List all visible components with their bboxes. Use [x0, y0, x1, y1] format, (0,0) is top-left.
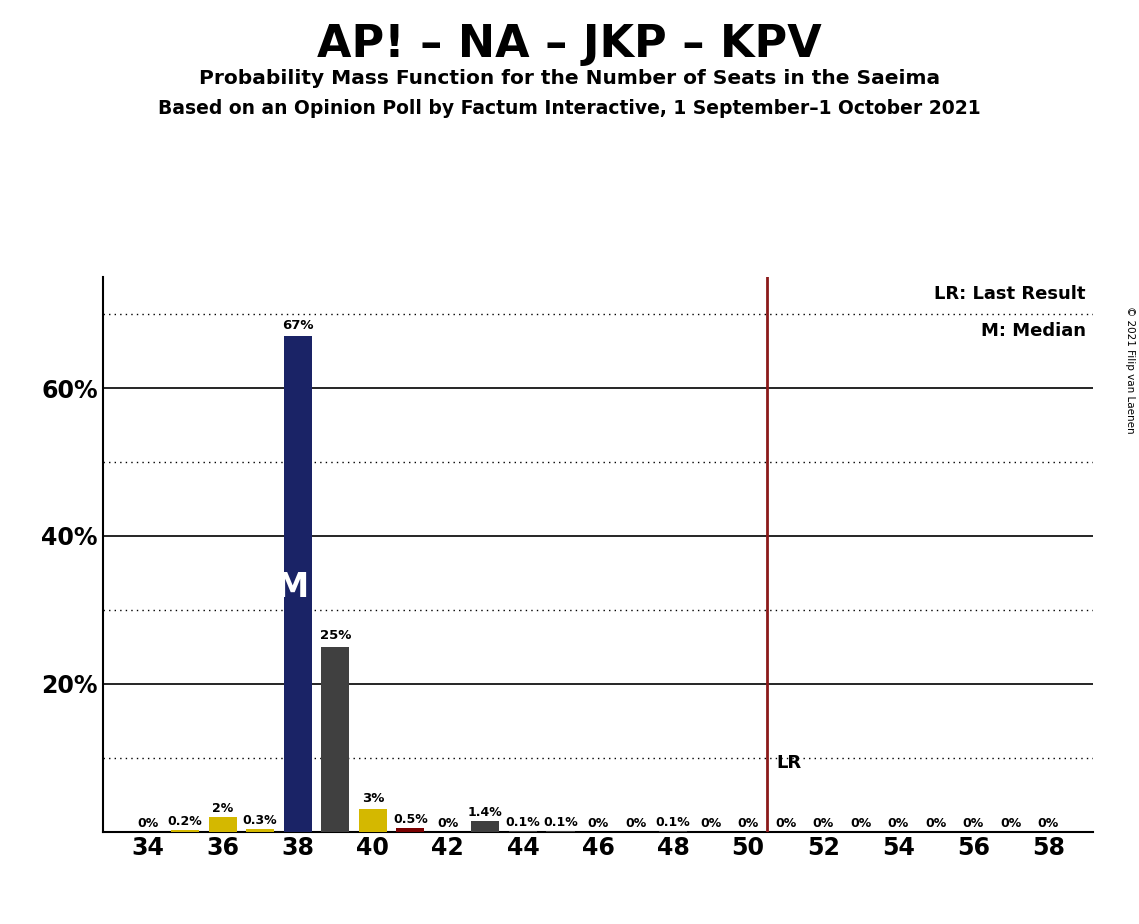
Text: © 2021 Filip van Laenen: © 2021 Filip van Laenen: [1125, 306, 1134, 433]
Text: LR: LR: [777, 754, 802, 772]
Text: 0%: 0%: [812, 817, 834, 830]
Text: Probability Mass Function for the Number of Seats in the Saeima: Probability Mass Function for the Number…: [199, 69, 940, 89]
Text: Based on an Opinion Poll by Factum Interactive, 1 September–1 October 2021: Based on an Opinion Poll by Factum Inter…: [158, 99, 981, 118]
Text: 0%: 0%: [962, 817, 984, 830]
Text: 3%: 3%: [361, 792, 384, 805]
Text: 0%: 0%: [700, 817, 721, 830]
Text: 0%: 0%: [737, 817, 759, 830]
Text: 0.3%: 0.3%: [243, 814, 278, 827]
Bar: [321, 647, 350, 832]
Text: 0.1%: 0.1%: [506, 816, 540, 829]
Text: 2%: 2%: [212, 802, 233, 815]
Text: 25%: 25%: [320, 629, 351, 642]
Text: 0%: 0%: [588, 817, 608, 830]
Text: 0.2%: 0.2%: [167, 815, 203, 828]
Bar: [359, 809, 387, 832]
Text: 0%: 0%: [437, 817, 459, 830]
Text: M: Median: M: Median: [981, 322, 1085, 339]
Text: 0%: 0%: [850, 817, 871, 830]
Bar: [208, 817, 237, 832]
Text: 0.5%: 0.5%: [393, 813, 427, 826]
Text: AP! – NA – JKP – KPV: AP! – NA – JKP – KPV: [317, 23, 822, 67]
Text: 0%: 0%: [775, 817, 796, 830]
Bar: [246, 830, 274, 832]
Bar: [171, 830, 199, 832]
Text: 0%: 0%: [925, 817, 947, 830]
Text: 67%: 67%: [282, 319, 313, 332]
Text: 0%: 0%: [1038, 817, 1059, 830]
Text: 0.1%: 0.1%: [656, 816, 690, 829]
Text: 0%: 0%: [137, 817, 158, 830]
Bar: [396, 828, 425, 832]
Text: 0%: 0%: [1000, 817, 1022, 830]
Bar: [472, 821, 499, 832]
Bar: [284, 336, 312, 832]
Text: M: M: [276, 571, 309, 604]
Text: LR: Last Result: LR: Last Result: [934, 285, 1085, 302]
Text: 0.1%: 0.1%: [543, 816, 577, 829]
Text: 1.4%: 1.4%: [468, 806, 502, 819]
Text: 0%: 0%: [887, 817, 909, 830]
Text: 0%: 0%: [625, 817, 646, 830]
